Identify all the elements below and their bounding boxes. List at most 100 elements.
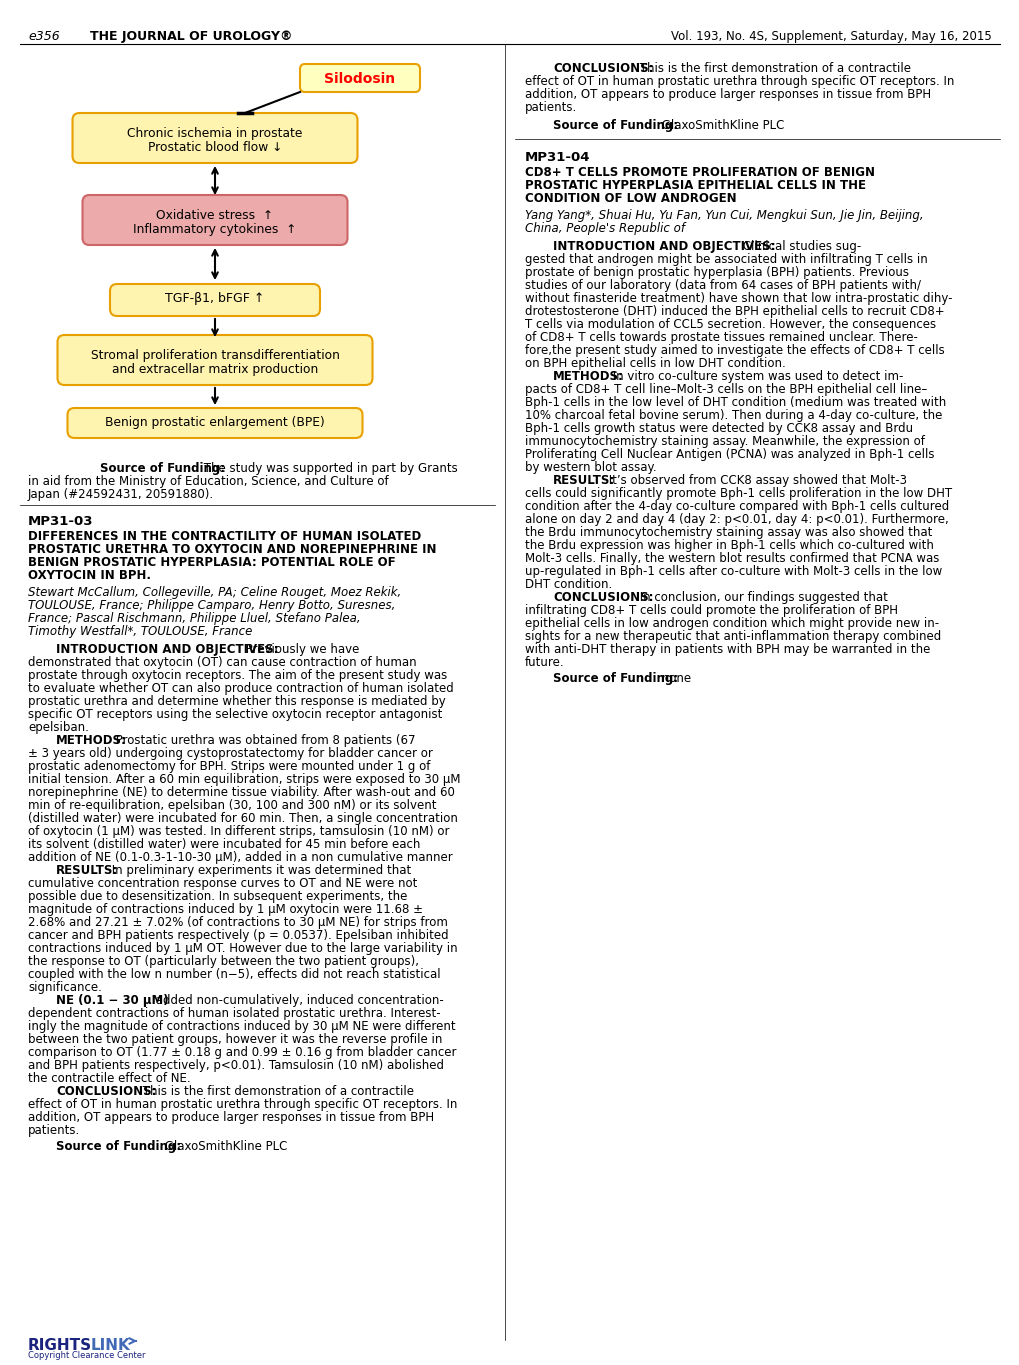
- Text: RIGHTS: RIGHTS: [28, 1338, 92, 1353]
- Text: Stromal proliferation transdifferentiation: Stromal proliferation transdifferentiati…: [91, 349, 339, 362]
- Text: Benign prostatic enlargement (BPE): Benign prostatic enlargement (BPE): [105, 416, 325, 429]
- Text: between the two patient groups, however it was the reverse profile in: between the two patient groups, however …: [28, 1033, 442, 1046]
- Text: patients.: patients.: [28, 1123, 81, 1137]
- Text: immunocytochemistry staining assay. Meanwhile, the expression of: immunocytochemistry staining assay. Mean…: [525, 435, 924, 448]
- Text: epithelial cells in low androgen condition which might provide new in-: epithelial cells in low androgen conditi…: [525, 617, 938, 631]
- Text: added non-cumulatively, induced concentration-: added non-cumulatively, induced concentr…: [152, 994, 443, 1007]
- Text: CONCLUSIONS:: CONCLUSIONS:: [552, 591, 653, 603]
- Text: min of re-equilibration, epelsiban (30, 100 and 300 nM) or its solvent: min of re-equilibration, epelsiban (30, …: [28, 799, 436, 812]
- Text: RESULTS:: RESULTS:: [552, 474, 614, 487]
- Text: by western blot assay.: by western blot assay.: [525, 461, 656, 474]
- Text: The study was supported in part by Grants: The study was supported in part by Grant…: [200, 461, 458, 475]
- Text: Timothy Westfall*, TOULOUSE, France: Timothy Westfall*, TOULOUSE, France: [28, 625, 252, 637]
- Text: TGF-β1, bFGF ↑: TGF-β1, bFGF ↑: [165, 292, 264, 304]
- Text: on BPH epithelial cells in low DHT condition.: on BPH epithelial cells in low DHT condi…: [525, 358, 785, 370]
- Text: its solvent (distilled water) were incubated for 45 min before each: its solvent (distilled water) were incub…: [28, 838, 420, 850]
- Text: THE JOURNAL OF UROLOGY®: THE JOURNAL OF UROLOGY®: [90, 30, 292, 44]
- Text: Source of Funding:: Source of Funding:: [56, 1140, 181, 1153]
- Text: ± 3 years old) undergoing cystoprostatectomy for bladder cancer or: ± 3 years old) undergoing cystoprostatec…: [28, 747, 432, 760]
- Text: Oxidative stress  ↑: Oxidative stress ↑: [156, 209, 273, 222]
- Text: Vol. 193, No. 4S, Supplement, Saturday, May 16, 2015: Vol. 193, No. 4S, Supplement, Saturday, …: [671, 30, 991, 44]
- Text: MP31-04: MP31-04: [525, 152, 590, 164]
- Text: Source of Funding:: Source of Funding:: [100, 461, 225, 475]
- Text: with anti-DHT therapy in patients with BPH may be warranted in the: with anti-DHT therapy in patients with B…: [525, 643, 929, 657]
- Text: LINK: LINK: [91, 1338, 130, 1353]
- Text: epelsiban.: epelsiban.: [28, 721, 89, 734]
- Text: condition after the 4-day co-culture compared with Bph-1 cells cultured: condition after the 4-day co-culture com…: [525, 500, 949, 513]
- Text: INTRODUCTION AND OBJECTIVES:: INTRODUCTION AND OBJECTIVES:: [552, 240, 774, 253]
- Text: without finasteride treatment) have shown that low intra-prostatic dihy-: without finasteride treatment) have show…: [525, 292, 952, 304]
- Text: 2.68% and 27.21 ± 7.02% (of contractions to 30 μM NE) for strips from: 2.68% and 27.21 ± 7.02% (of contractions…: [28, 916, 447, 930]
- Text: pacts of CD8+ T cell line–Molt-3 cells on the BPH epithelial cell line–: pacts of CD8+ T cell line–Molt-3 cells o…: [525, 384, 926, 396]
- Text: Previously we have: Previously we have: [242, 643, 359, 657]
- Text: and BPH patients respectively, p<0.01). Tamsulosin (10 nM) abolished: and BPH patients respectively, p<0.01). …: [28, 1059, 443, 1072]
- FancyBboxPatch shape: [300, 64, 420, 91]
- Text: comparison to OT (1.77 ± 0.18 g and 0.99 ± 0.16 g from bladder cancer: comparison to OT (1.77 ± 0.18 g and 0.99…: [28, 1046, 457, 1059]
- Text: prostate through oxytocin receptors. The aim of the present study was: prostate through oxytocin receptors. The…: [28, 669, 446, 682]
- Text: norepinephrine (NE) to determine tissue viability. After wash-out and 60: norepinephrine (NE) to determine tissue …: [28, 786, 454, 799]
- Text: contractions induced by 1 μM OT. However due to the large variability in: contractions induced by 1 μM OT. However…: [28, 942, 458, 955]
- Text: cumulative concentration response curves to OT and NE were not: cumulative concentration response curves…: [28, 876, 417, 890]
- Text: up-regulated in Bph-1 cells after co-culture with Molt-3 cells in the low: up-regulated in Bph-1 cells after co-cul…: [525, 565, 942, 577]
- Text: CONCLUSIONS:: CONCLUSIONS:: [552, 61, 653, 75]
- Text: CONDITION OF LOW ANDROGEN: CONDITION OF LOW ANDROGEN: [525, 192, 736, 205]
- Text: effect of OT in human prostatic urethra through specific OT receptors. In: effect of OT in human prostatic urethra …: [525, 75, 954, 87]
- Text: addition of NE (0.1-0.3-1-10-30 μM), added in a non cumulative manner: addition of NE (0.1-0.3-1-10-30 μM), add…: [28, 850, 452, 864]
- Text: Yang Yang*, Shuai Hu, Yu Fan, Yun Cui, Mengkui Sun, Jie Jin, Beijing,: Yang Yang*, Shuai Hu, Yu Fan, Yun Cui, M…: [525, 209, 923, 222]
- Text: specific OT receptors using the selective oxytocin receptor antagonist: specific OT receptors using the selectiv…: [28, 708, 442, 721]
- Text: Source of Funding:: Source of Funding:: [552, 672, 678, 685]
- Text: cells could significantly promote Bph-1 cells proliferation in the low DHT: cells could significantly promote Bph-1 …: [525, 487, 951, 500]
- Text: Silodosin: Silodosin: [324, 72, 395, 86]
- Text: Prostatic urethra was obtained from 8 patients (67: Prostatic urethra was obtained from 8 pa…: [112, 734, 415, 747]
- Text: Proliferating Cell Nuclear Antigen (PCNA) was analyzed in Bph-1 cells: Proliferating Cell Nuclear Antigen (PCNA…: [525, 448, 933, 461]
- Text: the Brdu expression was higher in Bph-1 cells which co-cultured with: the Brdu expression was higher in Bph-1 …: [525, 539, 933, 551]
- Text: prostatic urethra and determine whether this response is mediated by: prostatic urethra and determine whether …: [28, 695, 445, 708]
- FancyBboxPatch shape: [110, 284, 320, 317]
- Text: MP31-03: MP31-03: [28, 515, 94, 528]
- Text: significance.: significance.: [28, 981, 102, 994]
- Text: (distilled water) were incubated for 60 min. Then, a single concentration: (distilled water) were incubated for 60 …: [28, 812, 458, 824]
- Text: sights for a new therapeutic that anti-inflammation therapy combined: sights for a new therapeutic that anti-i…: [525, 631, 941, 643]
- Text: prostate of benign prostatic hyperplasia (BPH) patients. Previous: prostate of benign prostatic hyperplasia…: [525, 266, 908, 278]
- FancyBboxPatch shape: [67, 408, 362, 438]
- FancyBboxPatch shape: [57, 334, 372, 385]
- Text: alone on day 2 and day 4 (day 2: p<0.01, day 4: p<0.01). Furthermore,: alone on day 2 and day 4 (day 2: p<0.01,…: [525, 513, 948, 526]
- Text: TOULOUSE, France; Philippe Camparo, Henry Botto, Suresnes,: TOULOUSE, France; Philippe Camparo, Henr…: [28, 599, 395, 612]
- Text: in aid from the Ministry of Education, Science, and Culture of: in aid from the Ministry of Education, S…: [28, 475, 388, 489]
- Text: none: none: [657, 672, 691, 685]
- Text: patients.: patients.: [525, 101, 577, 115]
- Text: dependent contractions of human isolated prostatic urethra. Interest-: dependent contractions of human isolated…: [28, 1007, 440, 1020]
- Text: China, People's Republic of: China, People's Republic of: [525, 222, 685, 235]
- Text: gested that androgen might be associated with infiltrating T cells in: gested that androgen might be associated…: [525, 253, 927, 266]
- Text: initial tension. After a 60 min equilibration, strips were exposed to 30 μM: initial tension. After a 60 min equilibr…: [28, 773, 460, 786]
- FancyBboxPatch shape: [83, 195, 347, 244]
- Text: demonstrated that oxytocin (OT) can cause contraction of human: demonstrated that oxytocin (OT) can caus…: [28, 657, 416, 669]
- Text: METHODS:: METHODS:: [56, 734, 126, 747]
- Text: It’s observed from CCK8 assay showed that Molt-3: It’s observed from CCK8 assay showed tha…: [604, 474, 906, 487]
- Text: In conclusion, our findings suggested that: In conclusion, our findings suggested th…: [636, 591, 887, 603]
- Text: future.: future.: [525, 657, 565, 669]
- Text: of CD8+ T cells towards prostate tissues remained unclear. There-: of CD8+ T cells towards prostate tissues…: [525, 330, 917, 344]
- Text: T cells via modulation of CCL5 secretion. However, the consequences: T cells via modulation of CCL5 secretion…: [525, 318, 935, 330]
- Text: of oxytocin (1 μM) was tested. In different strips, tamsulosin (10 nM) or: of oxytocin (1 μM) was tested. In differ…: [28, 824, 449, 838]
- Text: GlaxoSmithKline PLC: GlaxoSmithKline PLC: [657, 119, 784, 132]
- Text: In vitro co-culture system was used to detect im-: In vitro co-culture system was used to d…: [608, 370, 903, 384]
- Text: Copyright Clearance Center: Copyright Clearance Center: [28, 1351, 146, 1360]
- Text: Japan (#24592431, 20591880).: Japan (#24592431, 20591880).: [28, 489, 214, 501]
- Text: Stewart McCallum, Collegeville, PA; Celine Rouget, Moez Rekik,: Stewart McCallum, Collegeville, PA; Celi…: [28, 586, 400, 599]
- Text: Prostatic blood flow ↓: Prostatic blood flow ↓: [148, 141, 282, 154]
- Text: Molt-3 cells. Finally, the western blot results confirmed that PCNA was: Molt-3 cells. Finally, the western blot …: [525, 551, 938, 565]
- Text: Chronic ischemia in prostate: Chronic ischemia in prostate: [127, 127, 303, 141]
- Text: France; Pascal Rischmann, Philippe Lluel, Stefano Palea,: France; Pascal Rischmann, Philippe Lluel…: [28, 612, 361, 625]
- Text: PROSTATIC URETHRA TO OXYTOCIN AND NOREPINEPHRINE IN: PROSTATIC URETHRA TO OXYTOCIN AND NOREPI…: [28, 543, 436, 556]
- Text: drotestosterone (DHT) induced the BPH epithelial cells to recruit CD8+: drotestosterone (DHT) induced the BPH ep…: [525, 304, 944, 318]
- Text: ingly the magnitude of contractions induced by 30 μM NE were different: ingly the magnitude of contractions indu…: [28, 1020, 455, 1033]
- Text: INTRODUCTION AND OBJECTIVES:: INTRODUCTION AND OBJECTIVES:: [56, 643, 278, 657]
- Text: studies of our laboratory (data from 64 cases of BPH patients with/: studies of our laboratory (data from 64 …: [525, 278, 920, 292]
- Text: Bph-1 cells growth status were detected by CCK8 assay and Brdu: Bph-1 cells growth status were detected …: [525, 422, 912, 435]
- Text: DIFFERENCES IN THE CONTRACTILITY OF HUMAN ISOLATED: DIFFERENCES IN THE CONTRACTILITY OF HUMA…: [28, 530, 421, 543]
- Text: magnitude of contractions induced by 1 μM oxytocin were 11.68 ±: magnitude of contractions induced by 1 μ…: [28, 904, 423, 916]
- Text: Source of Funding:: Source of Funding:: [552, 119, 678, 132]
- Text: Clinical studies sug-: Clinical studies sug-: [739, 240, 860, 253]
- Text: CD8+ T CELLS PROMOTE PROLIFERATION OF BENIGN: CD8+ T CELLS PROMOTE PROLIFERATION OF BE…: [525, 167, 874, 179]
